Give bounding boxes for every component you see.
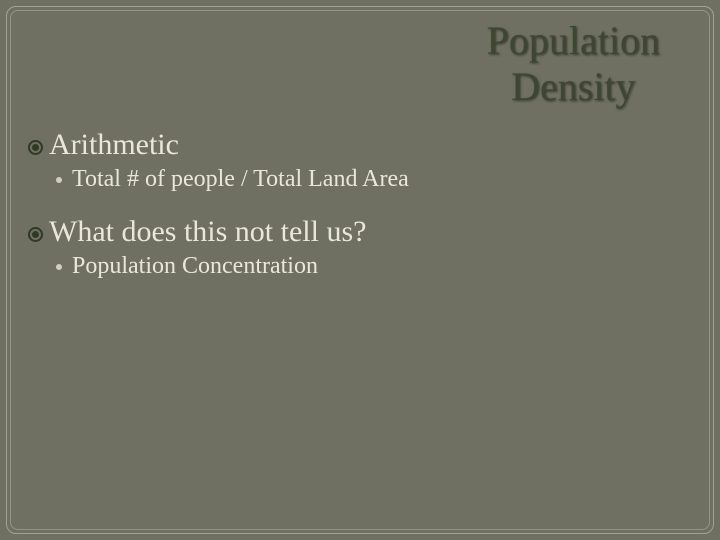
bullet-level1: What does this not tell us? [28,215,692,249]
dot-bullet-icon [56,264,62,270]
bullet-level2: Population Concentration [56,253,692,280]
bullet-level2-text: Total # of people / Total Land Area [72,166,409,193]
bullet-level1-text: Arithmetic [49,128,179,162]
slide: Population Density Arithmetic Total # of… [0,0,720,540]
dot-bullet-icon [56,177,62,183]
bullet-level2: Total # of people / Total Land Area [56,166,692,193]
bullet-level1: Arithmetic [28,128,692,162]
bullet-level1-text: What does this not tell us? [49,215,366,249]
ring-bullet-icon [28,227,43,242]
slide-title: Population Density [487,18,660,110]
slide-body: Arithmetic Total # of people / Total Lan… [28,128,692,302]
ring-bullet-icon [28,140,43,155]
title-line-2: Density [511,64,635,109]
title-line-1: Population [487,18,660,63]
bullet-level2-text: Population Concentration [72,253,318,280]
